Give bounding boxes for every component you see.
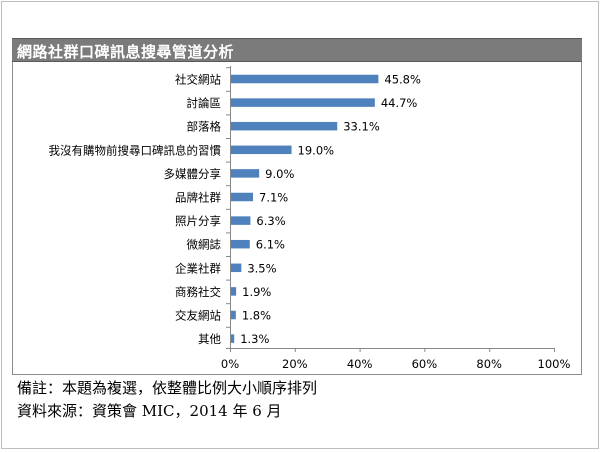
value-label: 19.0% [298,143,335,157]
bar [231,334,235,343]
category-label: 企業社群 [175,261,221,275]
bar [231,145,292,155]
x-tick-label: 100% [538,357,571,371]
category-label: 微網誌 [187,238,222,252]
value-label: 6.1% [256,238,285,252]
category-label: 我沒有購物前搜尋口碑訊息的習慣 [49,143,222,157]
bar [231,192,254,202]
chart-title-bar: 網路社群口碑訊息搜尋管道分析 [12,38,582,62]
bar [231,239,250,249]
chart-title: 網路社群口碑訊息搜尋管道分析 [17,43,235,61]
value-label: 1.3% [240,332,269,346]
bar-chart: 社交網站 45.8% 討論區 44.7% 部落格 33.1% 我沒有購物前搜尋口碑訊息的習慣… [49,66,571,371]
category-label: 討論區 [187,96,222,110]
bar [231,216,251,225]
x-tick-label: 60% [412,357,438,371]
category-label: 照片分享 [175,214,221,228]
category-label: 多媒體分享 [164,167,222,181]
bar [231,310,236,320]
value-label: 1.8% [242,309,271,323]
category-label: 商務社交 [175,285,221,299]
category-label: 其他 [198,332,221,346]
value-label: 6.3% [256,214,285,228]
x-tick-label: 80% [476,357,502,371]
footnotes: 備註：本題為複選，依整體比例大小順序排列 資料來源：資策會 MIC，2014 年… [17,377,317,423]
x-tick-label: 0% [221,357,239,371]
value-label: 33.1% [343,120,380,134]
category-label: 品牌社群 [175,191,221,205]
value-label: 44.7% [381,96,418,110]
value-label: 9.0% [265,167,294,181]
bar [231,98,375,107]
value-label: 45.8% [384,73,421,87]
category-label: 交友網站 [175,309,221,323]
value-label: 1.9% [242,285,271,299]
category-label: 社交網站 [175,73,221,87]
category-label: 部落格 [187,120,222,134]
x-tick-label: 40% [347,357,373,371]
x-tick-label: 20% [282,357,308,371]
bar [231,74,379,84]
bar [231,287,237,296]
value-label: 3.5% [247,261,276,275]
bar [231,121,338,131]
chart-panel: 社交網站 45.8% 討論區 44.7% 部落格 33.1% 我沒有購物前搜尋口碑訊息的習慣… [12,62,582,375]
bar [231,263,242,273]
footnote-source: 資料來源：資策會 MIC，2014 年 6 月 [17,402,282,420]
value-label: 7.1% [259,191,288,205]
footnote-note: 備註：本題為複選，依整體比例大小順序排列 [17,379,318,397]
bar [231,169,260,178]
